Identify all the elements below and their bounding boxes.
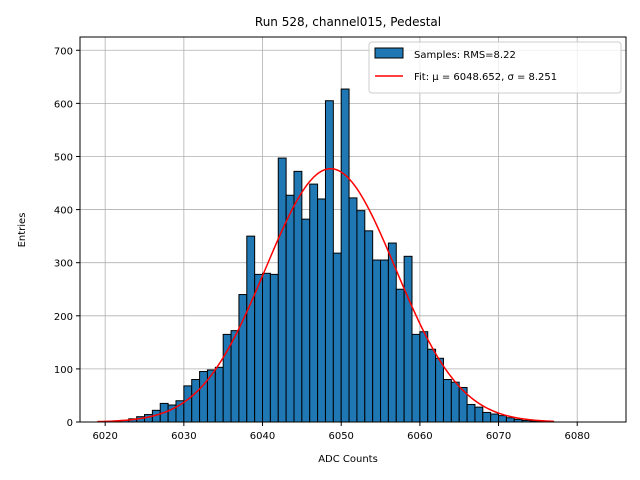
y-tick-label: 500: [54, 152, 73, 163]
x-tick-label: 6040: [250, 431, 275, 442]
histogram-bar: [277, 157, 287, 423]
histogram-bar: [269, 273, 279, 423]
histogram-bar: [183, 385, 193, 423]
y-tick-label: 600: [54, 99, 73, 110]
histogram-bar: [324, 100, 334, 423]
chart-title: Run 528, channel015, Pedestal: [255, 15, 441, 29]
histogram-bar: [214, 366, 224, 423]
legend-bar-swatch: [374, 47, 404, 59]
y-tick-label: 100: [54, 365, 73, 376]
x-tick-label: 6080: [564, 431, 589, 442]
histogram-bar: [498, 415, 507, 423]
histogram-bar: [435, 357, 444, 423]
fit-curve: [97, 167, 554, 423]
histogram-bar: [395, 288, 405, 423]
histogram-bar: [262, 272, 271, 423]
histogram-bar: [427, 348, 437, 423]
histogram-bar: [301, 218, 311, 423]
plot-frame: [79, 36, 627, 423]
histogram-bar: [387, 242, 397, 423]
y-tick-label: 0: [67, 418, 73, 429]
histogram-bar: [380, 259, 389, 423]
legend-samples-label: Samples: RMS=8.22: [414, 50, 516, 61]
x-axis-label: ADC Counts: [318, 454, 378, 465]
histogram-bars: [104, 88, 555, 423]
histogram-bar: [246, 235, 256, 423]
histogram-bar: [466, 403, 476, 423]
histogram-bar: [356, 210, 366, 423]
grid: [80, 37, 626, 423]
histogram-bar: [442, 379, 452, 423]
histogram-bar: [285, 194, 295, 423]
histogram-bar: [403, 255, 413, 423]
histogram-bar: [348, 197, 358, 423]
histogram-bar: [230, 330, 240, 423]
y-tick-label: 300: [54, 259, 73, 270]
histogram-bar: [411, 333, 421, 423]
histogram-bar: [450, 381, 460, 423]
legend-box: [368, 41, 622, 94]
x-tick-label: 6060: [407, 431, 432, 442]
x-tick-label: 6020: [92, 431, 117, 442]
histogram-bar: [364, 230, 374, 423]
histogram-bar: [293, 170, 303, 423]
x-tick-label: 6050: [328, 431, 353, 442]
histogram-bar: [191, 379, 201, 423]
y-axis-label: Entries: [17, 213, 28, 248]
histogram-bar: [317, 198, 326, 423]
y-axis-ticks: 0 100 200 300 400 500 600 700: [54, 46, 80, 429]
legend: Samples: RMS=8.22 Fit: μ = 6048.652, σ =…: [368, 41, 622, 94]
x-axis-ticks: 6020 6030 6040 6050 6060 6070 6080: [92, 422, 590, 442]
histogram-bar: [474, 406, 484, 423]
histogram-bar: [419, 331, 429, 423]
x-tick-label: 6070: [486, 431, 511, 442]
y-tick-label: 200: [54, 312, 73, 323]
histogram-bar: [372, 259, 382, 423]
histogram-bar: [332, 252, 342, 423]
histogram-bar: [254, 273, 264, 423]
y-tick-label: 700: [54, 46, 73, 57]
histogram-bar: [309, 183, 319, 423]
histogram-bar: [490, 413, 500, 423]
histogram-bar: [340, 88, 350, 423]
histogram-bar: [199, 371, 208, 423]
x-tick-label: 6030: [171, 431, 196, 442]
y-tick-label: 400: [54, 206, 73, 217]
histogram-bar: [505, 417, 515, 423]
histogram-bar: [482, 411, 492, 423]
legend-fit-label: Fit: μ = 6048.652, σ = 8.251: [414, 72, 557, 83]
